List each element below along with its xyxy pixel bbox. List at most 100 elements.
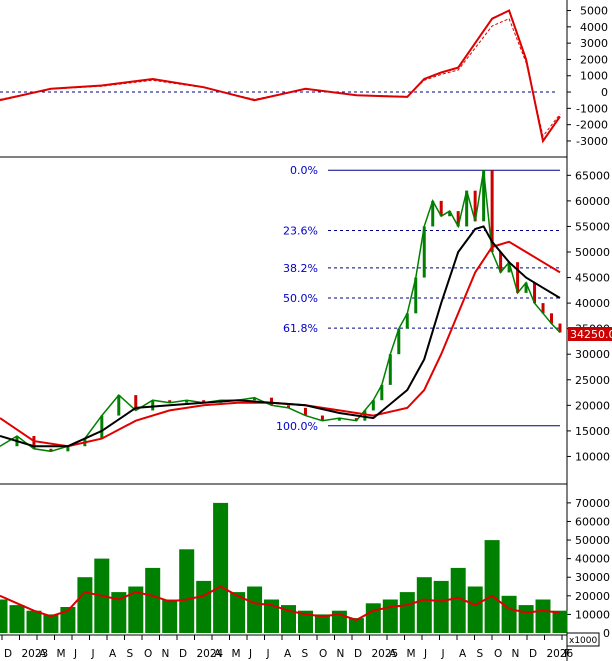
date-tick-label: 2025	[372, 648, 399, 660]
date-tick-label: J	[248, 648, 252, 660]
volume-bar	[196, 580, 212, 633]
date-tick-label: D	[4, 648, 12, 660]
date-tick-label: A	[389, 648, 397, 660]
osc-tick-label: 4000	[580, 21, 608, 34]
volume-bar	[450, 567, 466, 633]
date-tick-label: A	[214, 648, 222, 660]
volume-bar	[162, 599, 178, 633]
volume-bar	[128, 586, 144, 633]
price-tick-label: 30000	[575, 348, 610, 361]
volume-bar	[247, 586, 263, 633]
date-tick-label: M	[407, 648, 416, 660]
price-tick-label: 40000	[575, 297, 610, 310]
volume-moving-average	[0, 585, 561, 622]
date-tick-label: F	[564, 648, 570, 660]
date-tick-label: J	[73, 648, 77, 660]
last-price-badge: 34250.00	[568, 327, 612, 341]
date-tick-label: 2026	[547, 648, 574, 660]
price-tick-label: 15000	[575, 425, 610, 438]
price-panel: 6500060000550005000045000400003500030000…	[0, 164, 610, 463]
fib-level-label: 0.0%	[290, 164, 318, 177]
volume-bar	[365, 603, 381, 633]
volume-bar	[399, 592, 415, 633]
date-tick-label: A	[109, 648, 117, 660]
volume-bar	[77, 577, 93, 633]
date-tick-label: 2024	[197, 648, 224, 660]
price-tick-label: 25000	[575, 374, 610, 387]
price-tick-label: 10000	[575, 450, 610, 463]
osc-tick-label: -1000	[576, 102, 608, 115]
volume-bar	[60, 607, 76, 633]
volume-tick-label: 70000	[575, 497, 610, 510]
price-line	[0, 170, 561, 453]
volume-bar	[264, 599, 279, 633]
price-tick-label: 50000	[575, 246, 610, 259]
volume-bar	[484, 540, 500, 633]
fib-level-label: 100.0%	[276, 420, 318, 433]
date-tick-label: S	[127, 648, 134, 660]
price-tick-label: 65000	[575, 169, 610, 182]
date-tick-label: N	[162, 648, 170, 660]
volume-unit-badge: x1000	[566, 632, 600, 647]
volume-bar	[9, 605, 25, 633]
price-tick-label: 60000	[575, 195, 610, 208]
volume-tick-label: 20000	[575, 590, 610, 603]
date-tick-label: J	[266, 648, 270, 660]
volume-panel: 70000 60000 50000 40000 30000 20000 10000 0	[0, 497, 610, 640]
moving-average-red	[0, 240, 561, 448]
volume-bar	[552, 610, 568, 633]
date-tick-label: 2023	[22, 648, 49, 660]
date-tick-label: O	[144, 648, 152, 660]
volume-tick-label: 50000	[575, 534, 610, 547]
fib-level-label: 61.8%	[283, 322, 318, 335]
osc-tick-label: 5000	[580, 5, 608, 18]
volume-unit-label: x1000	[569, 636, 598, 646]
volume-bar	[314, 614, 330, 633]
volume-tick-label: 0	[603, 627, 610, 640]
fib-level-label: 23.6%	[283, 225, 318, 238]
volume-bar	[535, 599, 551, 633]
volume-bar	[518, 605, 534, 633]
volume-bar	[382, 599, 398, 633]
volume-bar	[111, 592, 127, 633]
volume-bar	[348, 618, 364, 633]
price-tick-label: 20000	[575, 399, 610, 412]
volume-tick-label: 30000	[575, 571, 610, 584]
volume-bar	[179, 549, 195, 633]
volume-bar	[467, 586, 483, 633]
date-tick-label: A	[39, 648, 47, 660]
osc-tick-label: 0	[601, 86, 608, 99]
date-tick-label: A	[459, 648, 467, 660]
date-tick-label: O	[319, 648, 327, 660]
osc-tick-label: 1000	[580, 70, 608, 83]
volume-bar	[298, 610, 313, 633]
date-tick-label: D	[354, 648, 362, 660]
volume-bar	[0, 599, 8, 633]
volume-bar	[26, 610, 42, 633]
osc-tick-label: 3000	[580, 37, 608, 50]
volume-bar	[213, 502, 229, 633]
date-tick-label: S	[477, 648, 484, 660]
price-tick-label: 45000	[575, 272, 610, 285]
osc-signal-line	[0, 18, 561, 138]
last-price-label: 34250.00	[570, 328, 612, 341]
price-tick-label: 55000	[575, 220, 610, 233]
osc-line	[0, 9, 561, 144]
volume-bar	[416, 577, 432, 633]
date-tick-label: M	[232, 648, 241, 660]
moving-average-black	[0, 225, 561, 448]
date-tick-label: D	[179, 648, 187, 660]
osc-tick-label: -2000	[576, 119, 608, 132]
date-tick-label: N	[512, 648, 520, 660]
date-tick-label: N	[337, 648, 345, 660]
volume-bar	[433, 580, 449, 633]
volume-bar	[145, 567, 161, 633]
date-tick-label: D	[529, 648, 537, 660]
volume-bar	[43, 614, 59, 633]
osc-tick-label: -3000	[576, 135, 608, 148]
date-tick-label: A	[284, 648, 292, 660]
volume-tick-label: 10000	[575, 608, 610, 621]
date-tick-label: J	[441, 648, 445, 660]
